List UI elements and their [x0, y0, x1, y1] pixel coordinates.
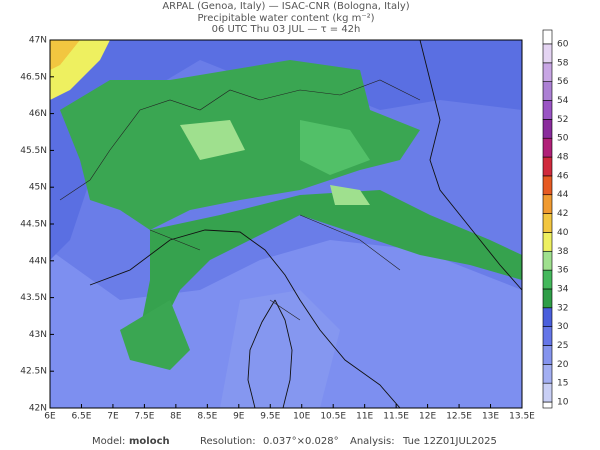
- colorbar-box: [542, 81, 553, 101]
- lat-label: 44N: [29, 256, 47, 266]
- footer-label: Model:: [92, 436, 125, 447]
- lon-label: 11E: [356, 412, 373, 422]
- colorbar-label: 48: [557, 153, 569, 163]
- colorbar-label: 30: [557, 322, 569, 332]
- lat-label: 43.5N: [20, 293, 47, 303]
- colorbar-label: 34: [557, 284, 569, 294]
- header-line: 06 UTC Thu 03 JUL — τ = 42h: [212, 24, 361, 35]
- colorbar-box: [542, 137, 553, 158]
- footer-value: moloch: [129, 436, 170, 447]
- lat-label: 43N: [29, 330, 47, 340]
- lon-label: 6.5E: [71, 412, 91, 422]
- colorbar-box: [542, 307, 553, 327]
- colorbar-box: [542, 119, 553, 139]
- lon-label: 8.5E: [197, 412, 217, 422]
- colorbar-box: [542, 175, 553, 196]
- colorbar-box: [542, 269, 553, 290]
- colorbar-box: [542, 288, 553, 309]
- colorbar-cap: [542, 401, 553, 409]
- lat-label: 46.5N: [20, 72, 47, 82]
- colorbar-box: [542, 62, 553, 82]
- lat-label: 45N: [29, 183, 47, 193]
- colorbar-label: 44: [557, 190, 569, 200]
- lon-label: 10.5E: [320, 412, 346, 422]
- lon-label: 13.5E: [509, 412, 535, 422]
- colorbar-box: [542, 364, 553, 384]
- footer-label: Analysis:: [350, 436, 395, 447]
- header-line: ARPAL (Genoa, Italy) — ISAC-CNR (Bologna…: [162, 1, 409, 12]
- footer-label: Resolution:: [200, 436, 256, 447]
- map-field: [50, 40, 522, 408]
- lon-label: 7.5E: [134, 412, 154, 422]
- lat-label: 44.5N: [20, 220, 47, 230]
- lon-label: 7E: [107, 412, 119, 422]
- lon-label: 13E: [482, 412, 499, 422]
- colorbar-label: 20: [557, 360, 569, 370]
- lon-label: 6E: [44, 412, 56, 422]
- colorbar-label: 46: [557, 171, 569, 181]
- colorbar-box: [542, 194, 553, 214]
- lat-label: 42.5N: [20, 367, 47, 377]
- lon-label: 10E: [293, 412, 310, 422]
- lat-label: 46N: [29, 109, 47, 119]
- footer-value: Tue 12Z01JUL2025: [402, 436, 497, 447]
- lat-label: 45.5N: [20, 146, 47, 156]
- colorbar-box: [542, 345, 553, 365]
- colorbar-box: [542, 326, 553, 346]
- colorbar-box: [542, 232, 553, 252]
- colorbar-box: [542, 100, 553, 120]
- colorbar-label: 36: [557, 266, 569, 276]
- colorbar-label: 50: [557, 134, 569, 144]
- colorbar-box: [542, 213, 553, 233]
- colorbar-cap: [542, 29, 553, 45]
- colorbar-label: 15: [557, 379, 568, 389]
- colorbar-label: 52: [557, 115, 568, 125]
- colorbar-box: [542, 156, 553, 177]
- lon-label: 12E: [419, 412, 436, 422]
- lat-label: 42N: [29, 404, 47, 414]
- lon-label: 9.5E: [260, 412, 280, 422]
- lon-label: 12.5E: [446, 412, 472, 422]
- colorbar-box: [542, 43, 553, 64]
- colorbar-label: 42: [557, 209, 568, 219]
- footer-value: 0.037°×0.028°: [263, 436, 339, 447]
- colorbar-box: [542, 382, 553, 403]
- colorbar-label: 25: [557, 341, 568, 351]
- colorbar-label: 54: [557, 96, 569, 106]
- colorbar-label: 58: [557, 58, 569, 68]
- lon-label: 11.5E: [383, 412, 409, 422]
- header-line: Precipitable water content (kg m⁻²): [197, 13, 374, 24]
- colorbar-label: 38: [557, 247, 569, 257]
- colorbar-label: 32: [557, 303, 568, 313]
- colorbar-box: [542, 250, 553, 271]
- colorbar-label: 60: [557, 40, 569, 50]
- colorbar-label: 40: [557, 228, 569, 238]
- lat-label: 47N: [29, 36, 47, 46]
- lon-label: 8E: [170, 412, 182, 422]
- colorbar-label: 56: [557, 77, 569, 87]
- colorbar-label: 10: [557, 398, 569, 408]
- lon-label: 9E: [233, 412, 245, 422]
